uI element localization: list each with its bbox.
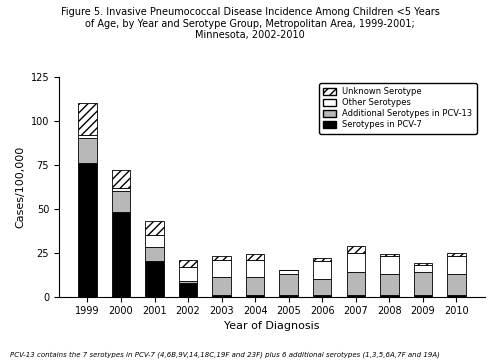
Bar — [146, 261, 164, 297]
Bar — [346, 246, 365, 253]
Bar — [246, 277, 264, 295]
Bar — [212, 295, 231, 297]
Bar — [380, 255, 398, 256]
Bar — [346, 272, 365, 295]
Y-axis label: Cases/100,000: Cases/100,000 — [15, 145, 25, 228]
Bar — [280, 274, 298, 295]
Bar — [146, 235, 164, 247]
Bar — [112, 170, 130, 188]
Text: PCV-13 contains the 7 serotypes in PCV-7 (4,6B,9V,14,18C,19F and 23F) plus 6 add: PCV-13 contains the 7 serotypes in PCV-7… — [10, 352, 440, 358]
Bar — [414, 265, 432, 272]
Bar — [380, 274, 398, 295]
Text: Figure 5. Invasive Pneumococcal Disease Incidence Among Children <5 Years
of Age: Figure 5. Invasive Pneumococcal Disease … — [60, 7, 440, 40]
Bar — [380, 295, 398, 297]
Bar — [179, 267, 198, 281]
Bar — [246, 255, 264, 260]
Bar — [313, 295, 332, 297]
Bar — [179, 281, 198, 283]
Bar — [246, 260, 264, 277]
Bar — [78, 135, 96, 138]
Bar — [212, 260, 231, 277]
Bar — [78, 163, 96, 297]
Bar — [447, 256, 466, 274]
X-axis label: Year of Diagnosis: Year of Diagnosis — [224, 321, 320, 330]
Bar — [414, 263, 432, 265]
Bar — [78, 138, 96, 163]
Bar — [447, 253, 466, 256]
Bar — [146, 221, 164, 235]
Bar — [78, 103, 96, 135]
Bar — [212, 277, 231, 295]
Bar — [313, 279, 332, 295]
Bar — [414, 272, 432, 295]
Bar — [280, 270, 298, 274]
Bar — [112, 212, 130, 297]
Bar — [212, 256, 231, 260]
Bar — [179, 283, 198, 297]
Bar — [346, 253, 365, 272]
Bar — [380, 256, 398, 274]
Bar — [112, 188, 130, 191]
Bar — [280, 295, 298, 297]
Bar — [179, 260, 198, 267]
Bar — [447, 274, 466, 295]
Bar — [447, 295, 466, 297]
Legend: Unknown Serotype, Other Serotypes, Additional Serotypes in PCV-13, Serotypes in : Unknown Serotype, Other Serotypes, Addit… — [319, 83, 476, 134]
Bar — [146, 247, 164, 261]
Bar — [346, 295, 365, 297]
Bar — [414, 295, 432, 297]
Bar — [313, 258, 332, 261]
Bar — [112, 191, 130, 212]
Bar — [246, 295, 264, 297]
Bar — [313, 261, 332, 279]
